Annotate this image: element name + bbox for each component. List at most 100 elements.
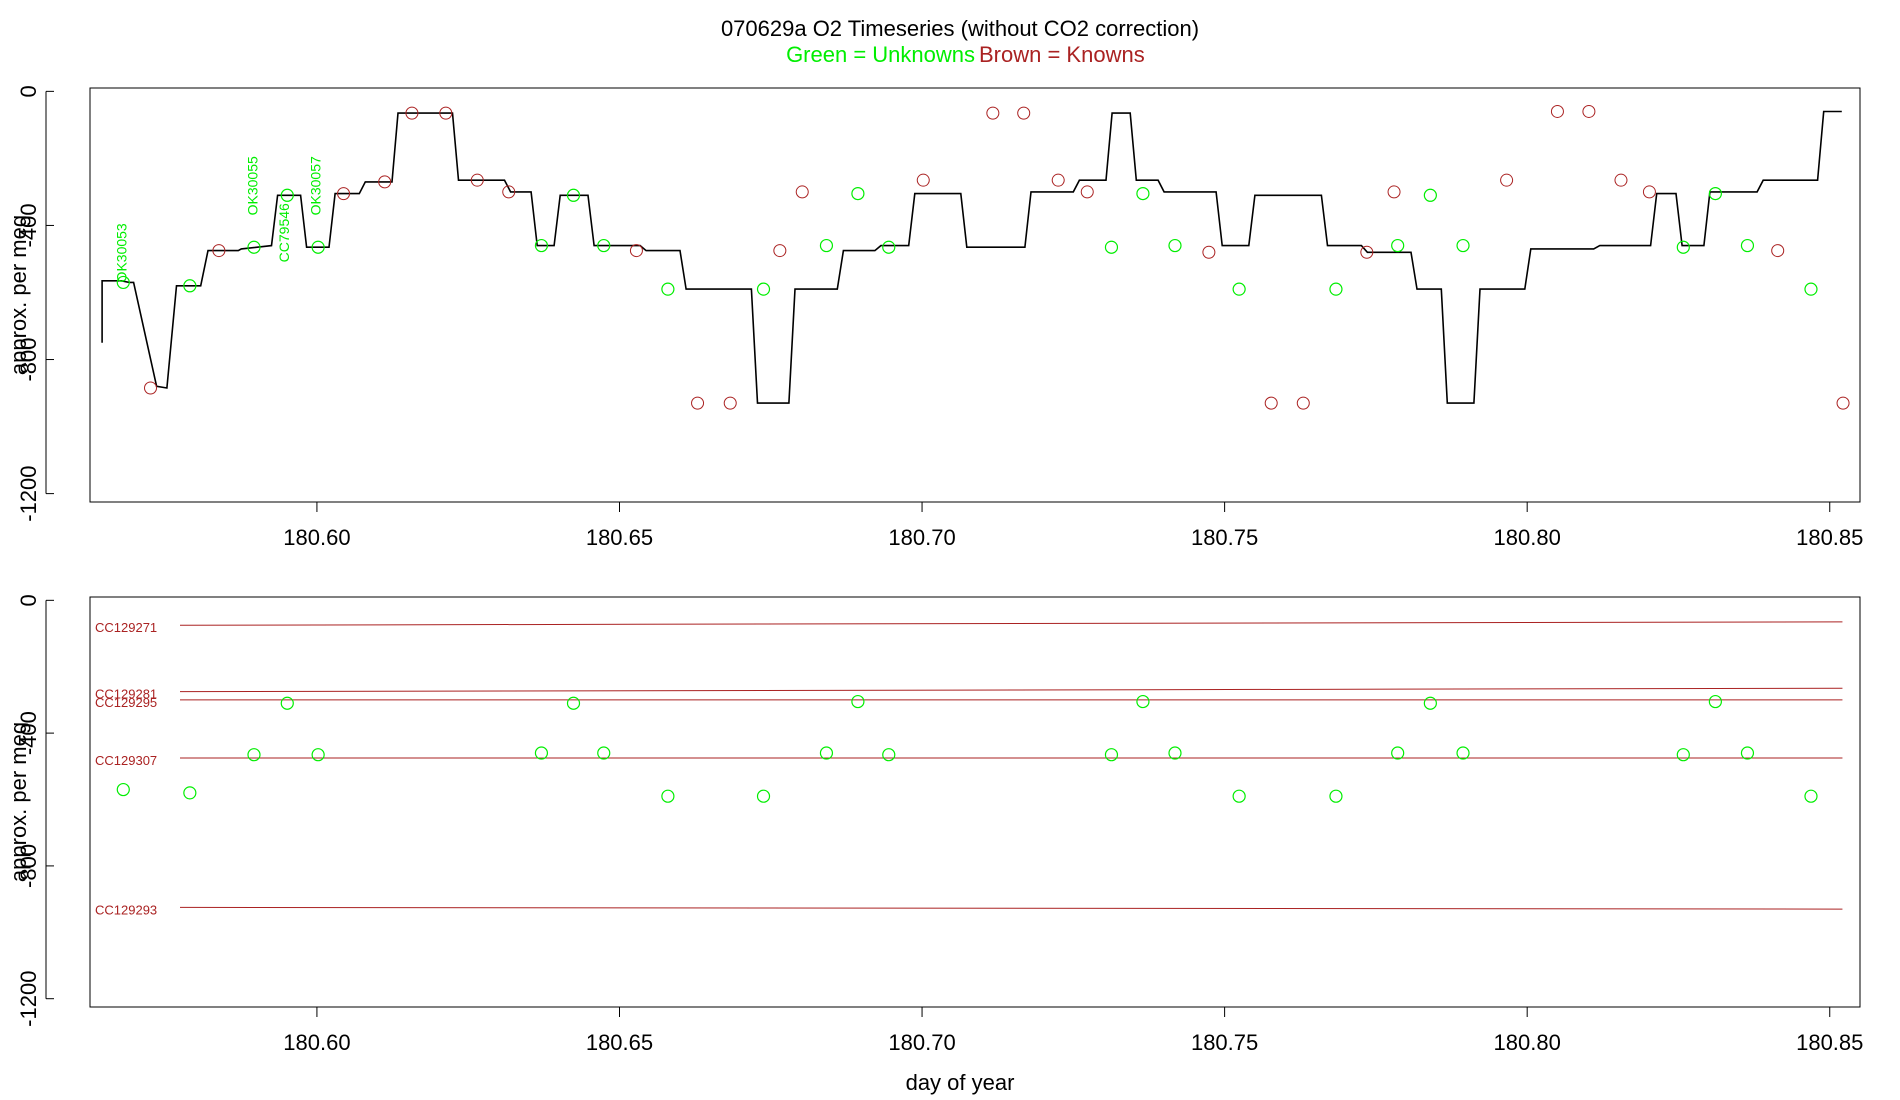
reference-line	[179, 687, 1843, 693]
unknown-point	[756, 282, 771, 296]
plot-frame	[89, 87, 1861, 503]
known-point	[1017, 106, 1031, 120]
reference-line	[179, 906, 1843, 910]
known-point	[916, 173, 930, 187]
x-tick-label: 180.60	[283, 525, 350, 550]
known-point	[1202, 245, 1216, 259]
unknown-point	[1232, 789, 1246, 803]
known-point	[212, 244, 226, 258]
unknown-point	[311, 240, 325, 254]
reference-line-label: CC129281	[95, 687, 157, 702]
unknown-point	[1456, 238, 1470, 253]
unknown-point	[1136, 694, 1150, 709]
unknown-point	[819, 238, 834, 253]
sample-annotation: OK30057	[308, 156, 324, 215]
sample-annotation: OK30055	[245, 156, 261, 215]
known-point	[773, 244, 787, 258]
unknown-point	[819, 746, 834, 760]
x-tick-label: 180.85	[1796, 525, 1863, 550]
unknown-point	[882, 748, 896, 762]
known-point	[1500, 173, 1514, 187]
x-tick-label: 180.80	[1494, 525, 1561, 550]
unknown-point	[1708, 186, 1722, 201]
known-point	[1296, 396, 1310, 410]
reference-line-label: CC129295	[95, 695, 157, 710]
unknown-point	[280, 188, 294, 202]
unknown-point	[1456, 746, 1470, 760]
reference-line-label: CC129293	[95, 902, 157, 917]
unknown-point	[1136, 186, 1150, 201]
x-tick-label: 180.75	[1191, 525, 1258, 550]
y-tick-label: -800	[16, 338, 41, 382]
known-point	[629, 244, 643, 258]
unknown-point	[247, 748, 261, 762]
unknown-point	[116, 782, 130, 797]
y-tick-label: -800	[16, 844, 41, 888]
unknown-point	[566, 696, 581, 710]
unknown-point	[183, 786, 197, 800]
unknown-point	[851, 186, 865, 201]
reference-line	[179, 621, 1843, 626]
known-point	[1582, 104, 1596, 118]
plot-frame	[89, 596, 1861, 1008]
reference-line-label: CC129307	[95, 753, 157, 768]
x-tick-label: 180.65	[586, 1030, 653, 1055]
unknown-point	[1708, 694, 1722, 709]
unknown-point	[1329, 789, 1343, 803]
unknown-point	[1804, 282, 1818, 296]
bottom-panel: 180.60 180.65 180.70 180.75 180.80 180.85 0 -40…	[6, 594, 1863, 1055]
known-point	[378, 175, 392, 189]
known-point	[1360, 245, 1374, 259]
y-axis-label: approx. per meg	[6, 722, 31, 882]
x-tick-label: 180.70	[888, 1030, 955, 1055]
unknown-point	[1423, 696, 1437, 710]
known-point	[502, 185, 516, 199]
unknown-point	[756, 789, 771, 803]
reference-line-label: CC129271	[95, 620, 157, 635]
unknown-point	[1391, 746, 1405, 760]
known-point	[439, 106, 453, 120]
unknown-point	[1232, 282, 1246, 296]
known-point	[1550, 104, 1564, 118]
x-tick-label: 180.80	[1494, 1030, 1561, 1055]
legend-knowns: Brown = Knowns	[979, 42, 1145, 67]
unknown-point	[534, 238, 549, 253]
known-point	[986, 106, 1000, 120]
unknown-point	[1676, 748, 1690, 762]
y-tick-label: -1200	[16, 465, 41, 521]
unknown-point	[1676, 240, 1690, 254]
x-axis-label: day of year	[906, 1070, 1015, 1095]
unknown-point	[1391, 238, 1405, 253]
unknown-point	[566, 188, 581, 202]
unknown-point	[534, 746, 549, 760]
known-point	[1642, 185, 1656, 199]
unknown-point	[1804, 789, 1818, 803]
chart-title: 070629a O2 Timeseries (without CO2 corre…	[721, 16, 1199, 41]
unknown-point	[1168, 746, 1182, 760]
sample-annotation: OK30053	[113, 223, 129, 282]
y-tick-label: -1200	[16, 971, 41, 1027]
sample-annotation: CC79546	[276, 203, 292, 262]
top-panel: 180.60 180.65 180.70 180.75 180.80 180.85 0 -40…	[6, 85, 1863, 550]
unknown-point	[1104, 240, 1119, 254]
x-tick-label: 180.70	[888, 525, 955, 550]
y-tick-label: 0	[16, 85, 41, 97]
known-point	[1771, 244, 1785, 258]
unknown-point	[280, 696, 294, 710]
x-tick-label: 180.85	[1796, 1030, 1863, 1055]
unknown-point	[1104, 748, 1119, 762]
x-tick-label: 180.65	[586, 525, 653, 550]
known-point	[144, 381, 158, 395]
y-tick-label: -400	[16, 711, 41, 755]
y-axis-label: approx. per meg	[6, 215, 31, 375]
known-point	[1264, 396, 1278, 410]
x-tick-label: 180.60	[283, 1030, 350, 1055]
known-point	[1387, 185, 1401, 199]
unknown-point	[851, 694, 865, 709]
unknown-point	[597, 746, 611, 760]
y-tick-label: -400	[16, 203, 41, 247]
timeseries-line	[101, 110, 1842, 404]
unknown-point	[311, 748, 325, 762]
known-point	[1836, 396, 1850, 410]
